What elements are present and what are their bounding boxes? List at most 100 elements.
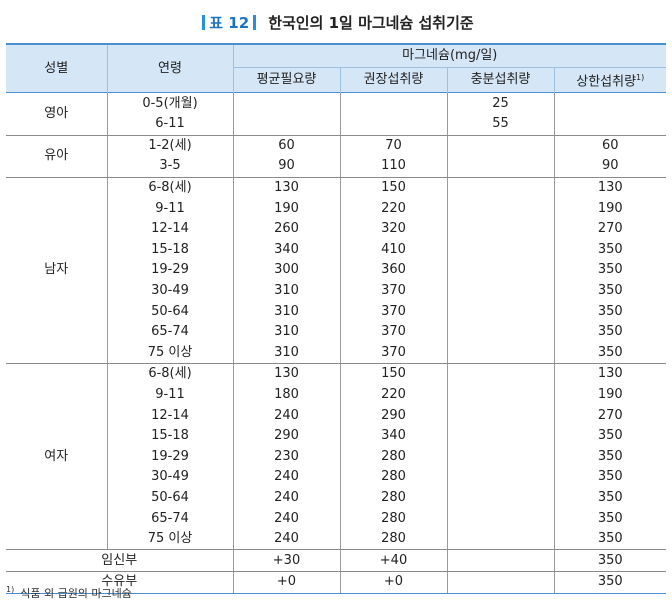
value-cell: 350 [554, 549, 666, 572]
value-cell: 350 [554, 342, 666, 365]
table-row: 75 이상 310 370 350 [6, 342, 666, 365]
value-cell: 310 [233, 321, 341, 343]
value-cell: 130 [597, 180, 623, 195]
value-cell: 310 [233, 280, 341, 302]
value-cell [447, 177, 555, 199]
age-cell: 12-14 [107, 405, 234, 426]
header-ear: 평균필요량 [232, 67, 340, 93]
sex-group-cell: 여자 [6, 363, 108, 551]
value-cell: 340 [340, 425, 448, 447]
table-row: 남자 6-8(세) 130 150 130 [6, 177, 666, 365]
age-cell: 1-2(세) [107, 135, 234, 157]
table-row: 6-11 55 [6, 113, 666, 136]
table-row: 19-29 300 360 350 [6, 260, 666, 281]
value-cell: 310 [233, 342, 341, 365]
value-cell: 240 [233, 528, 341, 551]
table-row: 30-49 240 280 350 [6, 467, 666, 488]
table-number: 표 12 [209, 14, 250, 32]
value-cell: 60 [233, 135, 341, 157]
table-row: 50-64 240 280 350 [6, 487, 666, 509]
table-row: 75 이상 240 280 350 [6, 528, 666, 551]
value-cell: 55 [447, 113, 555, 136]
value-cell: 90 [233, 156, 341, 178]
age-cell: 9-11 [107, 198, 234, 219]
value-cell: 350 [597, 428, 623, 444]
value-cell [447, 446, 555, 468]
value-cell [447, 218, 555, 240]
age-cell: 12-14 [107, 218, 234, 240]
header-rni: 권장섭취량 [339, 67, 447, 93]
header-magnesium-group: 마그네슘(mg/일) [232, 44, 666, 68]
value-cell: 110 [340, 156, 448, 178]
value-cell: 350 [554, 528, 666, 551]
value-cell: 190 [233, 198, 341, 219]
value-cell: 370 [340, 342, 448, 365]
table-row: 3-5 90 110 90 [6, 156, 666, 178]
age-cell: 19-29 [107, 446, 234, 468]
value-cell [447, 301, 555, 322]
age-cell: 3-5 [107, 156, 234, 178]
value-cell: 220 [340, 198, 448, 219]
value-cell [233, 113, 341, 136]
table-row: 50-64 310 370 350 [6, 301, 666, 322]
table-row: 15-18 290 340 350 [6, 425, 666, 447]
footnote: 1) 식품 외 급원의 마그네슘 [6, 585, 132, 601]
value-cell: 370 [340, 280, 448, 302]
value-cell: 70 [340, 135, 448, 157]
value-cell: 280 [340, 528, 448, 551]
value-cell: 280 [340, 487, 448, 509]
footnote-mark: 1) [6, 585, 15, 594]
table-row: 수유부 +0 +0 350 [6, 571, 666, 594]
value-cell: +0 [233, 571, 341, 594]
table-row: 65-74 310 370 350 [6, 321, 666, 343]
age-cell: 0-5(개월) [107, 92, 234, 114]
age-cell: 6-8(세) [107, 177, 234, 199]
value-cell: +0 [340, 571, 448, 594]
special-group-cell: 임신부 [6, 549, 234, 572]
value-cell [447, 384, 555, 406]
value-cell [447, 156, 555, 178]
header-sex: 성별 [6, 44, 107, 93]
value-cell: 280 [340, 446, 448, 468]
value-cell [447, 135, 555, 157]
value-cell: 150 [340, 363, 448, 385]
value-cell: 180 [233, 384, 341, 406]
value-cell: 190 [597, 386, 623, 402]
value-cell: 240 [233, 467, 341, 488]
value-cell: 130 [233, 363, 341, 385]
value-cell: 370 [340, 301, 448, 322]
value-cell [554, 113, 666, 136]
header-ai: 충분섭취량 [446, 67, 554, 93]
table-row: 30-49 310 370 350 [6, 280, 666, 302]
table-row: 12-14 260 320 270 [6, 218, 666, 240]
value-cell: 240 [233, 487, 341, 509]
value-cell [554, 93, 666, 114]
value-cell: 350 [597, 469, 623, 485]
table-row: 15-18 340 410 350 [6, 239, 666, 261]
table-row: 19-29 230 280 350 [6, 446, 666, 468]
table-header: 성별 연령 마그네슘(mg/일) 평균필요량 권장섭취량 충분섭취량 상한섭취량… [6, 44, 666, 93]
value-cell: 90 [554, 156, 666, 178]
value-cell [447, 342, 555, 365]
age-cell: 15-18 [107, 239, 234, 261]
table-caption: 표 12 한국인의 1일 마그네슘 섭취기준 [0, 12, 672, 33]
value-cell: 320 [340, 218, 448, 240]
value-cell: 350 [597, 262, 623, 278]
age-cell: 6-11 [107, 113, 234, 136]
age-cell: 50-64 [107, 301, 234, 322]
value-cell: 300 [233, 260, 341, 281]
value-cell: 410 [340, 239, 448, 261]
value-cell: 350 [597, 510, 623, 526]
value-cell: 350 [597, 303, 623, 319]
value-cell: 350 [597, 324, 623, 340]
value-cell [447, 571, 555, 594]
value-cell: 360 [340, 260, 448, 281]
value-cell [340, 92, 448, 114]
value-cell: 370 [340, 321, 448, 343]
value-cell [447, 487, 555, 509]
age-cell: 19-29 [107, 260, 234, 281]
value-cell: 290 [233, 425, 341, 447]
value-cell: 270 [597, 221, 623, 237]
sex-group-cell: 영아 [6, 92, 108, 136]
value-cell: 350 [597, 282, 623, 298]
